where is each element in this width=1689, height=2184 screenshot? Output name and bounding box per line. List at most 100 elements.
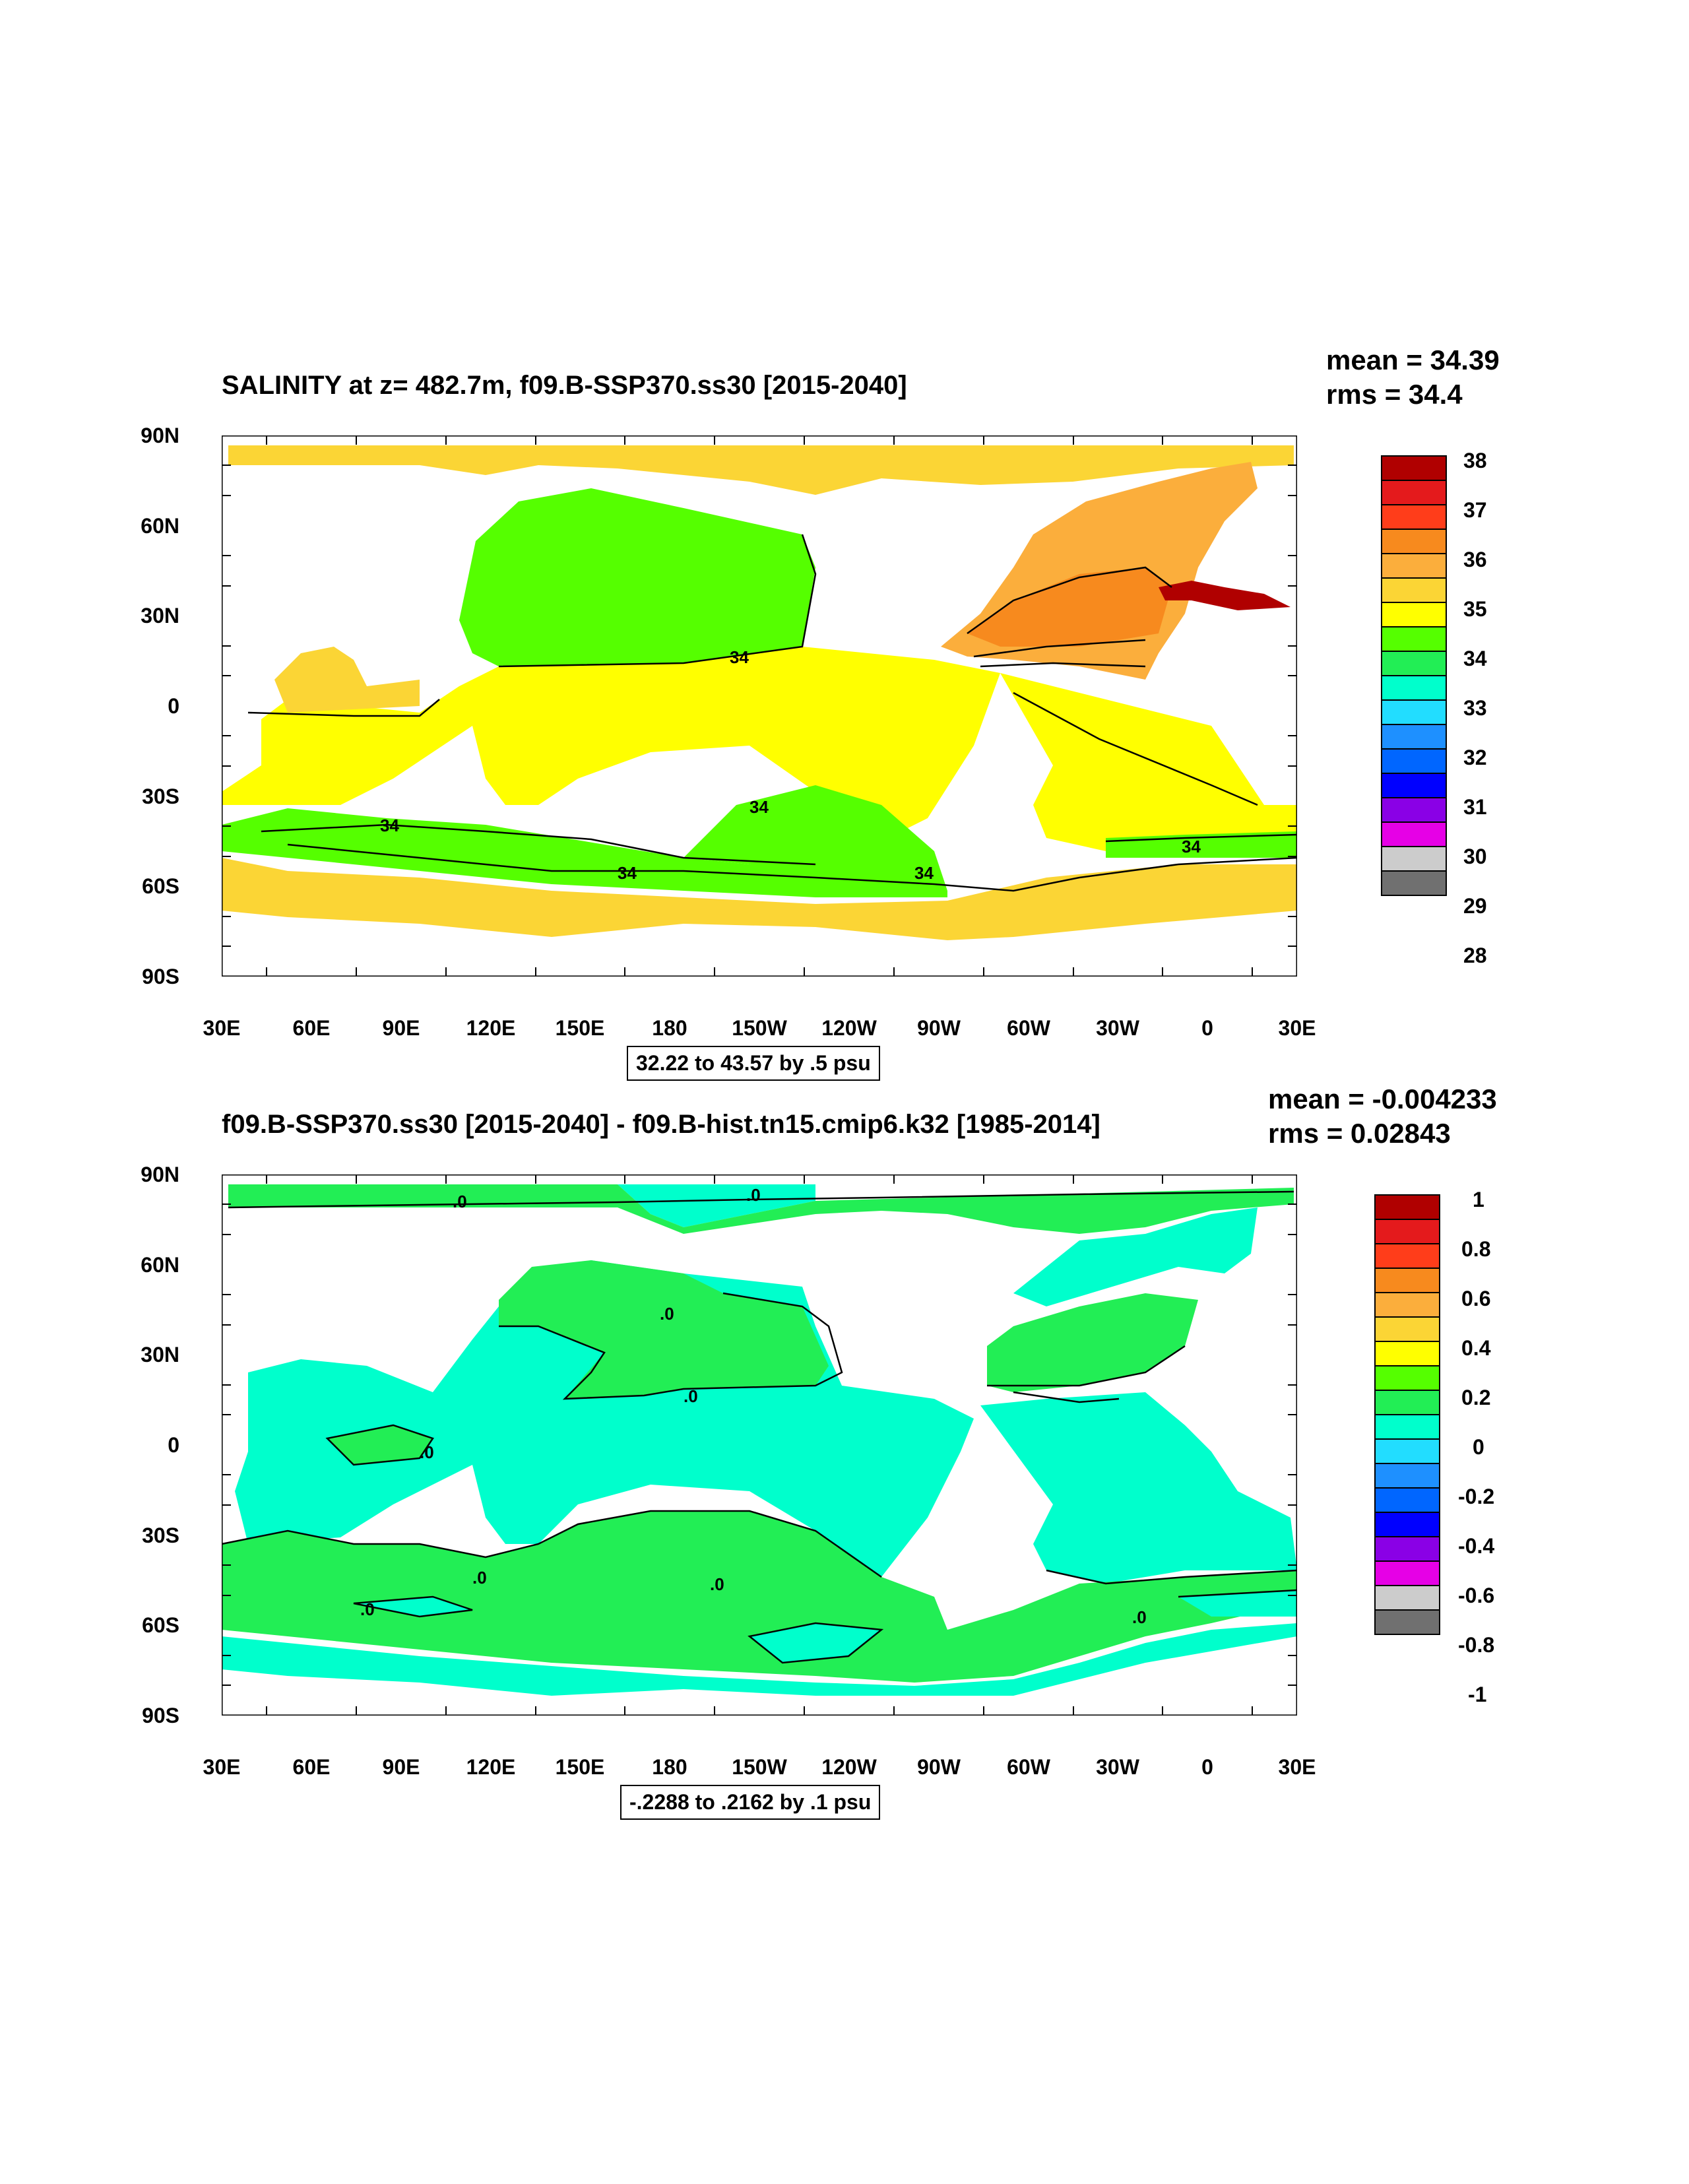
lat-label: 90N	[141, 1163, 179, 1186]
colorbar-label: 30	[1463, 845, 1487, 868]
difference-map-svg: .0 .0 .0 .0 .0 .0 .0 .0 .0	[222, 1174, 1297, 1716]
colorbar-swatch	[1381, 847, 1447, 872]
colorbar-swatch	[1381, 701, 1447, 725]
colorbar-label: 34	[1463, 647, 1487, 670]
colorbar-swatch	[1381, 823, 1447, 847]
lon-label: 120E	[466, 1755, 516, 1779]
lon-label: 60E	[292, 1016, 331, 1040]
lon-label: 60W	[1007, 1755, 1050, 1779]
colorbar-label: -0.4	[1458, 1534, 1495, 1558]
contour-info-box: 32.22 to 43.57 by .5 psu	[627, 1046, 880, 1081]
lon-label: 90W	[917, 1016, 961, 1040]
lon-label: 90E	[382, 1016, 420, 1040]
lon-label: 30E	[1278, 1755, 1316, 1779]
stats-block: mean = 34.39 rms = 34.4	[1326, 343, 1500, 412]
colorbar-swatch	[1381, 530, 1447, 554]
lat-label: 0	[168, 694, 179, 718]
colorbar-swatch	[1374, 1586, 1440, 1611]
lon-label: 60W	[1007, 1016, 1050, 1040]
colorbar-swatch	[1381, 554, 1447, 579]
lon-label: 90W	[917, 1755, 961, 1779]
colorbar-label: 36	[1463, 548, 1487, 571]
colorbar-swatch	[1374, 1391, 1440, 1415]
contour-label: .0	[710, 1574, 724, 1594]
lon-label: 60E	[292, 1755, 331, 1779]
colorbar-swatch	[1381, 725, 1447, 750]
lon-label: 0	[1201, 1016, 1213, 1040]
southern-cyan-pocket	[749, 1623, 881, 1663]
cyan-north-atlantic	[1013, 1207, 1258, 1306]
salinity-contours	[247, 534, 1297, 892]
contour-label: .0	[660, 1304, 674, 1324]
colorbar-swatch	[1374, 1513, 1440, 1537]
colorbar-swatch	[1381, 505, 1447, 530]
lat-label: 60S	[142, 874, 179, 898]
colorbar-label: 29	[1463, 894, 1487, 918]
difference-contours	[222, 1190, 1297, 1664]
colorbar-label: 31	[1463, 795, 1487, 819]
colorbar-swatch	[1374, 1244, 1440, 1269]
panel-title: SALINITY at z= 482.7m, f09.B-SSP370.ss30…	[222, 371, 907, 400]
colorbar-label: 0.4	[1461, 1336, 1491, 1360]
lon-label: 150E	[555, 1016, 605, 1040]
colorbar-swatch	[1381, 750, 1447, 774]
cyan-atlantic	[980, 1392, 1297, 1584]
colorbar-label: 0	[1473, 1435, 1484, 1459]
colorbar-label: 1	[1473, 1188, 1484, 1211]
lon-label: 30E	[203, 1755, 241, 1779]
mean-value: mean = 34.39	[1326, 344, 1500, 375]
lat-label: 60S	[142, 1613, 179, 1637]
colorbar-label: 28	[1463, 944, 1487, 967]
contour-label: 34	[914, 863, 934, 883]
lon-label: 30W	[1096, 1755, 1139, 1779]
colorbar	[1374, 1194, 1440, 1635]
colorbar-swatch	[1374, 1269, 1440, 1293]
contour-label: .0	[420, 1442, 434, 1462]
lon-label: 30W	[1096, 1016, 1139, 1040]
colorbar-label: 35	[1463, 597, 1487, 621]
colorbar	[1381, 455, 1447, 896]
colorbar-label: 33	[1463, 696, 1487, 720]
colorbar-swatch	[1381, 603, 1447, 627]
contour-labels: .0 .0 .0 .0 .0 .0 .0 .0 .0	[360, 1185, 1147, 1627]
difference-map: .0 .0 .0 .0 .0 .0 .0 .0 .0	[222, 1174, 1297, 1716]
lat-label: 30S	[142, 785, 179, 808]
colorbar-swatch	[1381, 798, 1447, 823]
rms-value: rms = 0.02843	[1268, 1118, 1451, 1149]
rms-value: rms = 34.4	[1326, 379, 1463, 410]
colorbar-label: -0.8	[1458, 1633, 1495, 1657]
contour-label: .0	[360, 1599, 375, 1619]
stats-block: mean = -0.004233 rms = 0.02843	[1268, 1082, 1497, 1151]
tropical-ocean	[222, 647, 1000, 841]
colorbar-label: -0.6	[1458, 1584, 1495, 1607]
colorbar-swatch	[1381, 652, 1447, 676]
lon-label: 150E	[555, 1755, 605, 1779]
lat-label: 60N	[141, 514, 179, 538]
arctic-ocean	[228, 445, 1294, 495]
lat-label: 30N	[141, 604, 179, 627]
north-pacific	[459, 488, 815, 666]
lat-label: 60N	[141, 1253, 179, 1277]
mediterranean	[1159, 581, 1291, 610]
arabian-sea	[274, 647, 420, 713]
contour-label: 34	[618, 863, 637, 883]
colorbar-label: 0.8	[1461, 1237, 1491, 1261]
colorbar-swatch	[1374, 1415, 1440, 1440]
colorbar-swatch	[1374, 1489, 1440, 1513]
north-pacific-green	[499, 1260, 829, 1399]
colorbar-swatch	[1374, 1611, 1440, 1635]
colorbar-swatch	[1374, 1562, 1440, 1586]
lat-label: 90S	[142, 965, 179, 988]
mean-value: mean = -0.004233	[1268, 1083, 1497, 1114]
contour-label: 34	[1182, 837, 1201, 856]
colorbar-swatch	[1381, 774, 1447, 798]
lon-label: 150W	[732, 1755, 787, 1779]
lon-label: 120W	[821, 1755, 877, 1779]
lon-label: 120E	[466, 1016, 516, 1040]
southern-ocean	[222, 858, 1297, 940]
contour-label: 34	[380, 816, 399, 835]
colorbar-label: 32	[1463, 746, 1487, 769]
lon-label: 30E	[203, 1016, 241, 1040]
colorbar-label: -1	[1468, 1683, 1487, 1706]
lon-label: 180	[652, 1755, 687, 1779]
